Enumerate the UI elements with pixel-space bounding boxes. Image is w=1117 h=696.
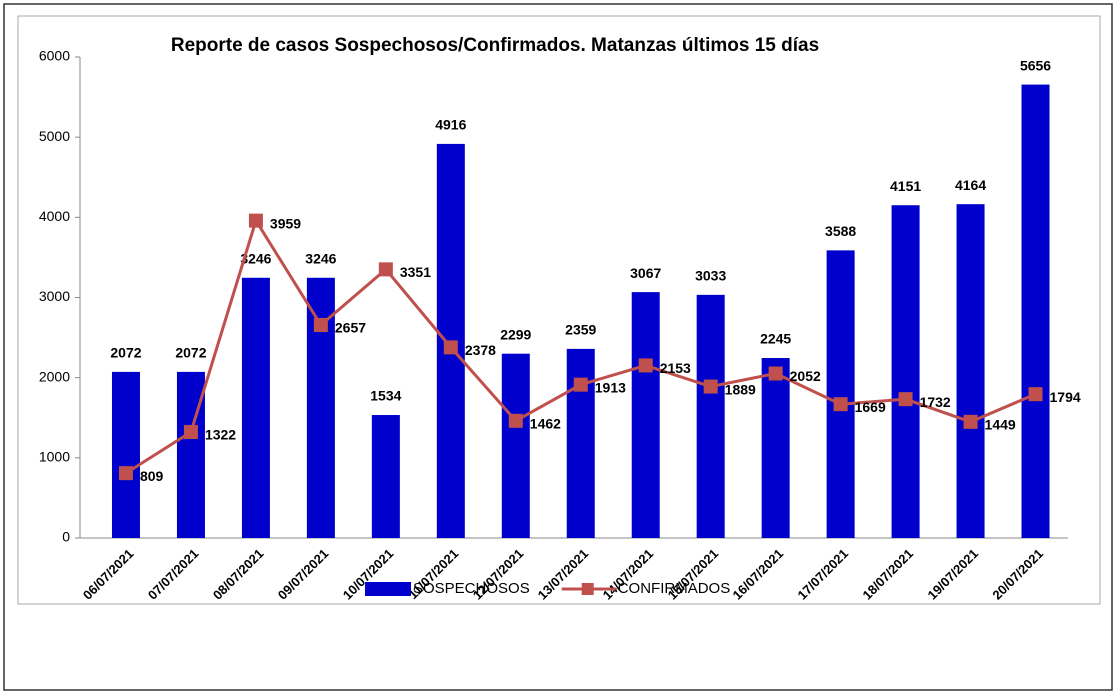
y-tick-label: 0 [62, 529, 70, 545]
bar-value-label: 1534 [370, 388, 401, 404]
line-value-label: 1322 [205, 427, 236, 443]
bar-value-label: 3246 [305, 250, 336, 266]
y-tick-label: 6000 [39, 48, 70, 64]
line-value-label: 3959 [270, 215, 301, 231]
line-marker [118, 466, 133, 481]
legend-swatch [581, 583, 594, 595]
bar-value-label: 4151 [890, 178, 921, 194]
bar [826, 250, 855, 538]
line-marker [963, 414, 978, 429]
y-tick-label: 2000 [39, 368, 70, 384]
bar [371, 415, 400, 538]
y-tick-label: 3000 [39, 288, 70, 304]
line-marker [248, 213, 263, 228]
line-value-label: 1913 [595, 379, 626, 395]
bar [891, 205, 920, 539]
line-marker [768, 366, 783, 381]
bar [241, 277, 270, 538]
y-tick-label: 4000 [39, 208, 70, 224]
bar [956, 204, 985, 538]
bar-value-label: 5656 [1020, 57, 1051, 73]
x-tick-label: 19/07/2021 [924, 546, 981, 603]
line-value-label: 1794 [1050, 389, 1081, 405]
bar-value-label: 2299 [500, 326, 531, 342]
x-tick-label: 07/07/2021 [145, 546, 202, 603]
bar [696, 294, 725, 538]
line-marker [443, 340, 458, 355]
line-value-label: 2153 [660, 360, 691, 376]
bar [1021, 84, 1050, 538]
line-value-label: 1669 [855, 399, 886, 415]
x-tick-label: 20/07/2021 [989, 546, 1046, 603]
x-tick-label: 06/07/2021 [80, 546, 137, 603]
bar [111, 371, 140, 538]
outer-border [3, 3, 1113, 691]
line-marker [508, 413, 523, 428]
chart-border [17, 15, 1101, 605]
bar-value-label: 2072 [175, 345, 206, 361]
x-tick-label: 18/07/2021 [860, 546, 917, 603]
line-marker [573, 377, 588, 392]
bar-value-label: 3246 [240, 250, 271, 266]
line-marker [898, 392, 913, 407]
bar [501, 353, 530, 538]
y-tick-label: 5000 [39, 128, 70, 144]
bar-value-label: 4164 [955, 177, 986, 193]
bar-value-label: 3588 [825, 223, 856, 239]
line-marker [378, 262, 393, 277]
bar [566, 348, 595, 538]
bar-value-label: 3067 [630, 265, 661, 281]
bar-value-label: 2245 [760, 331, 791, 347]
bar-value-label: 2359 [565, 322, 596, 338]
bar-value-label: 2072 [110, 345, 141, 361]
line-value-label: 1462 [530, 415, 561, 431]
line-marker [183, 425, 198, 440]
legend-label: CONFIRMADOS [618, 580, 731, 597]
line-value-label: 1889 [725, 381, 756, 397]
bar [631, 292, 660, 538]
x-tick-label: 16/07/2021 [730, 546, 787, 603]
legend-swatch [365, 582, 411, 596]
x-tick-label: 09/07/2021 [275, 546, 332, 603]
bar-value-label: 4916 [435, 117, 466, 133]
line-value-label: 809 [140, 468, 164, 484]
legend-label: SOSPECHOSOS [413, 580, 530, 597]
bar-value-label: 3033 [695, 268, 726, 284]
line-marker [1028, 387, 1043, 402]
bar [761, 358, 790, 538]
x-tick-label: 17/07/2021 [795, 546, 852, 603]
x-tick-label: 08/07/2021 [210, 546, 267, 603]
line-value-label: 2657 [335, 320, 366, 336]
line-marker [703, 379, 718, 394]
line-value-label: 2052 [790, 368, 821, 384]
y-tick-label: 1000 [39, 449, 70, 465]
chart-title: Reporte de casos Sospechosos/Confirmados… [171, 35, 819, 56]
line-value-label: 2378 [465, 342, 496, 358]
line-marker [313, 317, 328, 332]
line-value-label: 1732 [920, 394, 951, 410]
line-value-label: 1449 [985, 417, 1016, 433]
line-marker [833, 397, 848, 412]
line-value-label: 3351 [400, 264, 431, 280]
line-marker [638, 358, 653, 373]
